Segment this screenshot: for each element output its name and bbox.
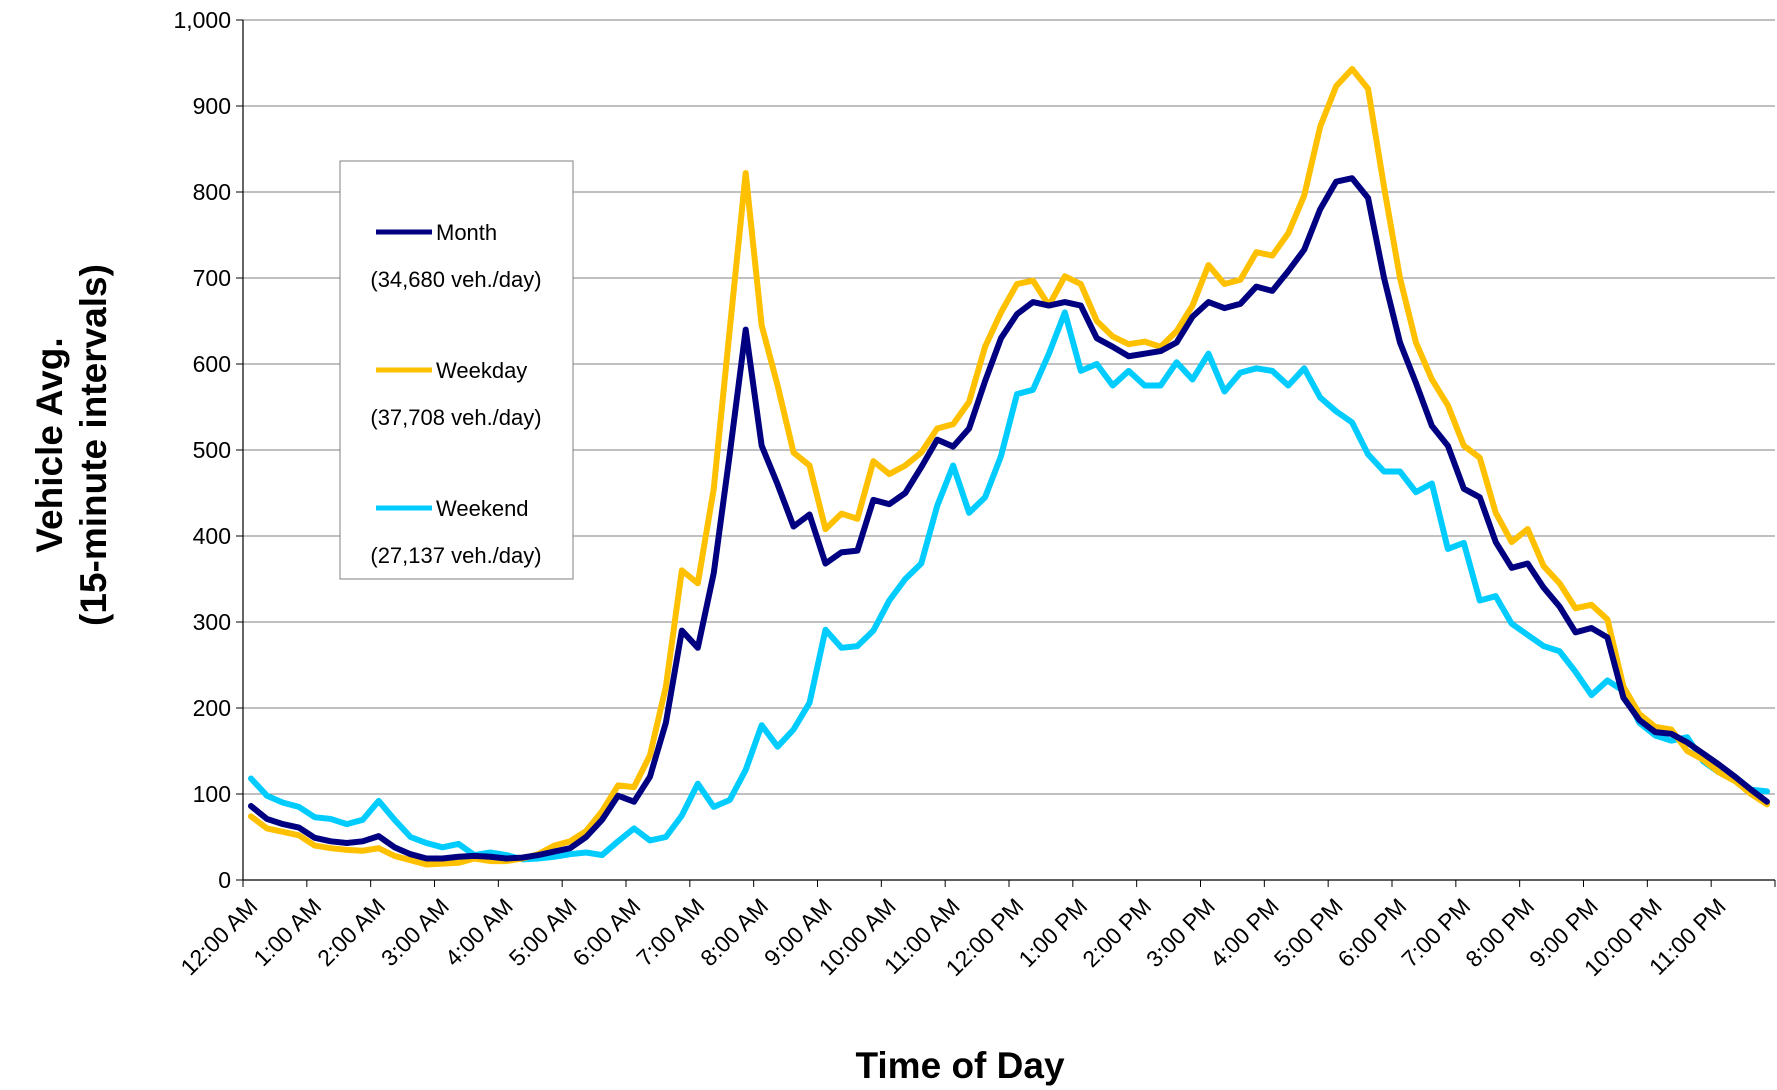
x-tick-label: 12:00 AM <box>175 893 262 980</box>
series-line-weekend <box>247 309 1771 863</box>
x-tick-label: 3:00 AM <box>376 893 454 971</box>
y-tick-label: 1,000 <box>173 7 231 33</box>
legend-note-month: (34,680 veh./day) <box>370 267 541 292</box>
y-tick-label: 700 <box>193 265 231 291</box>
y-tick-label: 200 <box>193 695 231 721</box>
x-tick-label: 8:00 PM <box>1460 893 1539 972</box>
y-tick-label: 800 <box>193 179 231 205</box>
x-axis-title: Time of Day <box>855 1045 1064 1086</box>
axes <box>236 19 1776 887</box>
y-tick-label: 0 <box>218 867 231 893</box>
legend: Month (34,680 veh./day) Weekday (37,708 veh… <box>339 160 574 580</box>
x-tick-labels: 12:00 AM1:00 AM2:00 AM3:00 AM4:00 AM5:00… <box>175 893 1730 981</box>
y-axis-title-line2: (15-minute intervals) <box>73 264 114 626</box>
x-tick-label: 6:00 PM <box>1333 893 1412 972</box>
y-axis-title: Vehicle Avg. <box>29 337 70 552</box>
legend-label-month: Month <box>436 220 497 245</box>
x-tick-label: 7:00 AM <box>631 893 709 971</box>
x-tick-label: 4:00 PM <box>1205 893 1284 972</box>
y-tick-label: 300 <box>193 609 231 635</box>
x-tick-label: 3:00 PM <box>1141 893 1220 972</box>
x-tick-label: 7:00 PM <box>1396 893 1475 972</box>
series-line-month <box>247 175 1771 862</box>
y-tick-label: 100 <box>193 781 231 807</box>
legend-label-weekday: Weekday <box>436 358 527 383</box>
y-tick-labels: 0 100 200 300 400 500 600 700 800 900 1,000 <box>173 7 231 893</box>
x-tick-label: 2:00 PM <box>1077 893 1156 972</box>
x-tick-label: 4:00 AM <box>440 893 518 971</box>
legend-label-weekend: Weekend <box>436 496 529 521</box>
x-tick-label: 2:00 AM <box>312 893 390 971</box>
y-tick-label: 400 <box>193 523 231 549</box>
legend-note-weekday: (37,708 veh./day) <box>370 405 541 430</box>
x-tick-label: 8:00 AM <box>695 893 773 971</box>
x-tick-label: 1:00 AM <box>248 893 326 971</box>
x-tick-label: 1:00 PM <box>1013 893 1092 972</box>
x-tick-label: 6:00 AM <box>567 893 645 971</box>
y-tick-label: 900 <box>193 93 231 119</box>
legend-note-weekend: (27,137 veh./day) <box>370 543 541 568</box>
series-lines <box>247 66 1771 868</box>
y-tick-label: 500 <box>193 437 231 463</box>
y-tick-label: 600 <box>193 351 231 377</box>
x-tick-label: 5:00 AM <box>504 893 582 971</box>
x-tick-label: 5:00 PM <box>1269 893 1348 972</box>
